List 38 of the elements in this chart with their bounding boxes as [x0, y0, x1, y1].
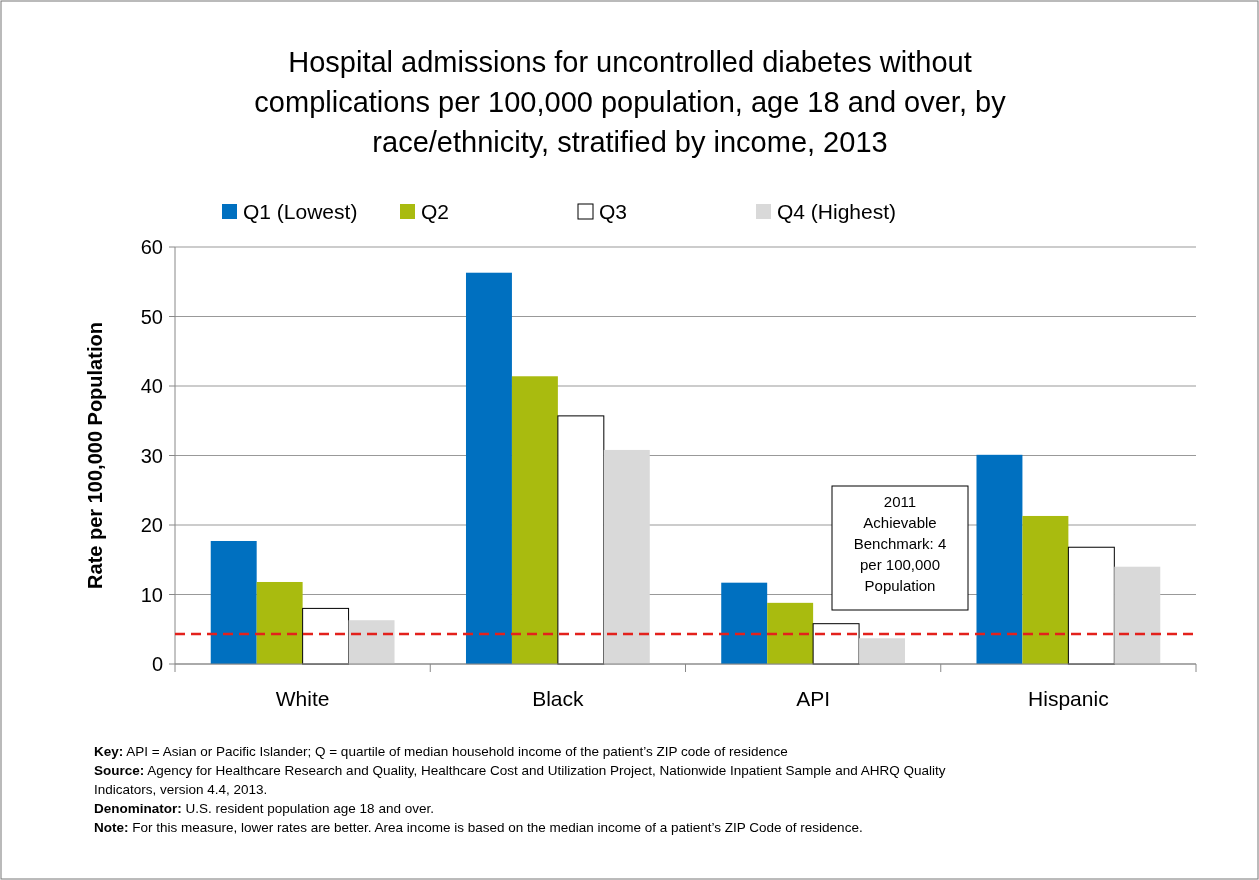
y-tick-label: 30 — [140, 444, 163, 467]
y-tick-label: 60 — [140, 236, 163, 258]
bar — [812, 623, 860, 665]
y-axis-title: Rate per 100,000 Population — [84, 322, 106, 589]
source-note: Source: Agency for Healthcare Research and Quality, Healthcare Cost and Utilization Project, Nationwide Inpatient Sample and AHRQ Quality Indicators, version 4.4, 2013. — [94, 763, 946, 797]
bar — [557, 415, 605, 665]
x-tick-label: Black — [532, 687, 585, 710]
bar — [1114, 566, 1161, 664]
y-tick-label: 40 — [140, 375, 163, 397]
bar — [465, 272, 512, 664]
text: Note: For this measure, lower rates are better. Area income is based on the median income of a patient’s ZIP Code of residence. — [94, 820, 863, 835]
legend-label: Q1 (Lowest) — [243, 200, 358, 223]
y-tick-label: 10 — [140, 583, 163, 606]
bar — [859, 638, 906, 664]
bar — [1022, 515, 1069, 664]
legend-label: Q4 (Highest) — [777, 200, 897, 223]
bar — [603, 449, 650, 664]
bar — [767, 602, 814, 664]
y-tick-label: 50 — [140, 305, 163, 328]
bar — [302, 607, 350, 665]
x-tick-label: Hispanic — [1028, 687, 1109, 710]
bar — [721, 582, 768, 664]
bar — [256, 581, 303, 664]
bar — [511, 376, 558, 664]
text: Denominator: U.S. resident population age 18 and over. — [94, 801, 434, 816]
bar — [976, 454, 1023, 664]
y-tick-label: 20 — [140, 514, 163, 536]
y-tick-label: 0 — [151, 653, 163, 675]
legend-label: Q3 — [599, 200, 628, 223]
x-tick-label: White — [275, 687, 330, 710]
bar — [1067, 546, 1115, 665]
bar — [348, 620, 395, 664]
chart-title: Hospital admissions for uncontrolled diabetes without complications per 100,000 population, age 18 and over, by race/ethnicity, stratified by income, 2013 — [254, 46, 1007, 158]
x-tick-label: API — [796, 687, 831, 710]
legend-label: Q2 — [421, 200, 450, 223]
text: Key: API = Asian or Pacific Islander; Q = quartile of median household income of the patient’s ZIP code of residence — [94, 744, 788, 759]
ref-line-label: 2011 Achievable Benchmark: 4 per 100,000 Population — [853, 493, 947, 594]
bar — [210, 540, 257, 664]
